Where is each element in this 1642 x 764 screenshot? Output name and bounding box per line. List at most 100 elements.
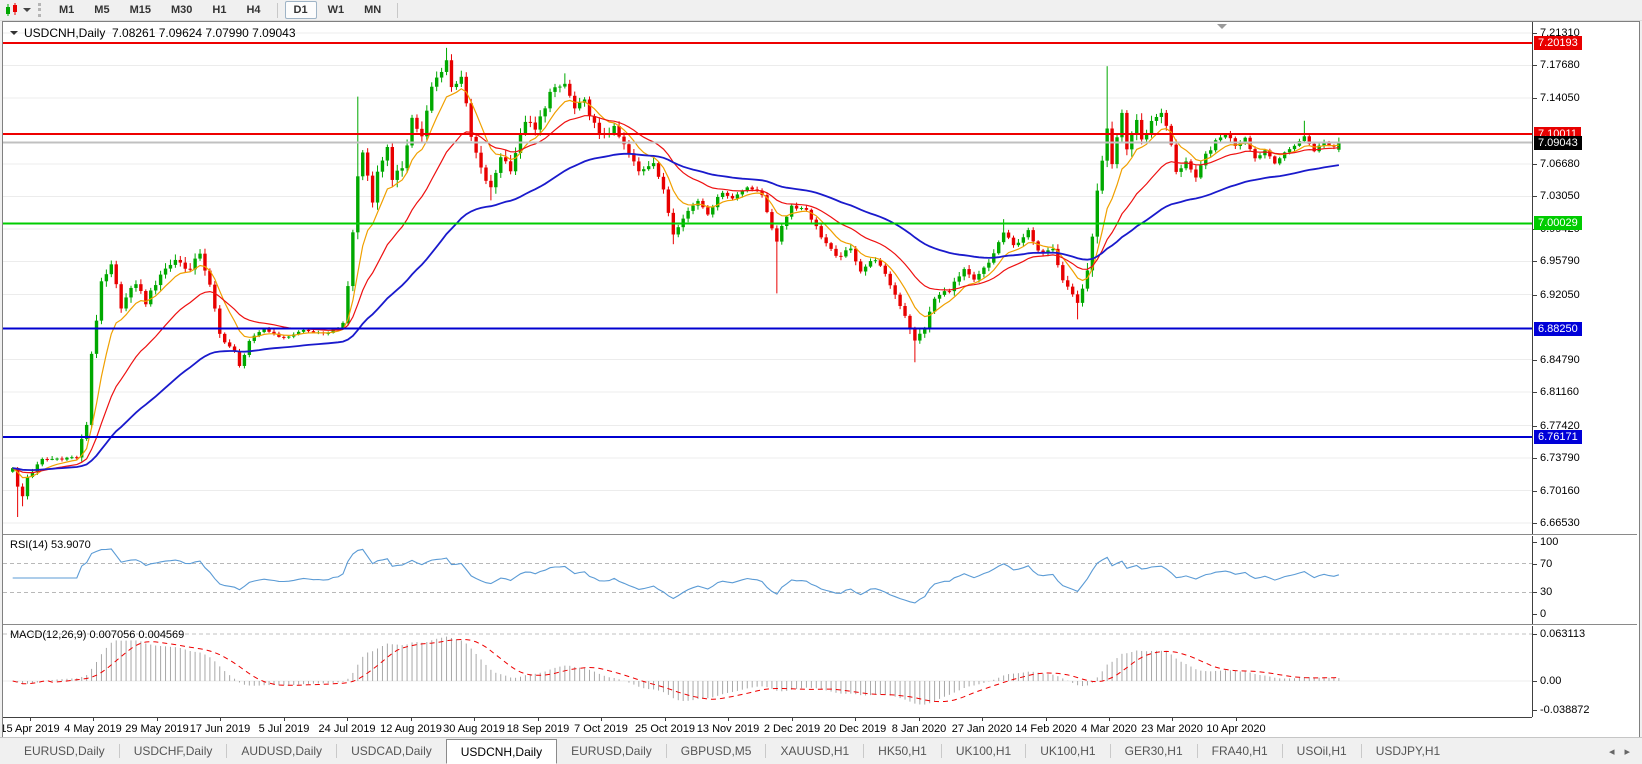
rsi-tick-label: 30: [1531, 586, 1553, 598]
date-label: 17 Jun 2019: [189, 723, 251, 735]
tab-ger30-h1[interactable]: GER30,H1: [1124, 744, 1183, 758]
date-label: 30 Aug 2019: [443, 723, 505, 735]
tab-usoil-h1[interactable]: USOil,H1: [1296, 744, 1347, 758]
time-tick: [855, 718, 856, 721]
tab-fra40-h1[interactable]: FRA40,H1: [1211, 744, 1268, 758]
time-tick: [474, 718, 475, 721]
tab-separator: [665, 744, 667, 758]
tab-uk100-h1[interactable]: UK100,H1: [955, 744, 1012, 758]
tab-eurusd-daily[interactable]: EURUSD,Daily: [571, 744, 652, 758]
tab-separator: [118, 744, 120, 758]
panel-separator[interactable]: [3, 534, 1637, 536]
price-tick-label: 6.92050: [1532, 289, 1580, 301]
macd-panel[interactable]: [3, 626, 1532, 717]
price-tick-label: 6.84790: [1532, 354, 1580, 366]
next-charts-arrow-icon[interactable]: ▸: [1624, 745, 1630, 758]
collapse-arrow-icon[interactable]: [10, 31, 18, 39]
tab-scroll-arrows: ◂ ▸: [1597, 738, 1642, 764]
price-tick-label: 7.17680: [1532, 59, 1580, 71]
candlestick-chart-icon: [6, 3, 17, 16]
timeframe-button-w1[interactable]: W1: [327, 4, 345, 16]
date-label: 8 Jan 2020: [891, 723, 947, 735]
price-level-badge: 6.76171: [1534, 430, 1582, 444]
tab-eurusd-daily[interactable]: EURUSD,Daily: [24, 744, 105, 758]
main-chart-panel[interactable]: [3, 22, 1532, 534]
tab-separator: [940, 744, 942, 758]
time-tick: [601, 718, 602, 721]
tab-separator: [863, 744, 865, 758]
date-label: 14 Feb 2020: [1015, 723, 1077, 735]
panel-separator[interactable]: [3, 624, 1637, 626]
tab-separator: [1281, 744, 1283, 758]
time-tick: [1046, 718, 1047, 721]
prev-charts-arrow-icon[interactable]: ◂: [1608, 745, 1615, 758]
timeframe-button-m5[interactable]: M5: [94, 4, 110, 16]
timeframe-button-m30[interactable]: M30: [170, 4, 193, 16]
date-label: 24 Jul 2019: [318, 723, 376, 735]
tab-usdcad-daily[interactable]: USDCAD,Daily: [351, 744, 432, 758]
chart-window: USDCNH,Daily 7.08261 7.09624 7.07990 7.0…: [2, 21, 1640, 738]
date-label: 12 Aug 2019: [380, 723, 442, 735]
chart-shift-marker-icon[interactable]: [1217, 24, 1227, 34]
chart-title: USDCNH,Daily 7.08261 7.09624 7.07990 7.0…: [10, 26, 296, 40]
date-label: 20 Dec 2019: [823, 723, 887, 735]
price-tick-label: 6.95790: [1532, 255, 1580, 267]
chevron-down-icon[interactable]: [23, 8, 31, 16]
date-label: 18 Sep 2019: [506, 723, 570, 735]
rsi-tick-label: 100: [1531, 536, 1559, 548]
tab-separator: [226, 744, 228, 758]
time-tick: [728, 718, 729, 721]
timeframe-button-h1[interactable]: H1: [212, 4, 227, 16]
timeframe-button-m15[interactable]: M15: [129, 4, 151, 16]
macd-tick-label: -0.038872: [1532, 704, 1590, 716]
tab-usdcnh-daily[interactable]: USDCNH,Daily: [445, 739, 558, 764]
date-label: 25 Oct 2019: [635, 723, 695, 735]
macd-tick-label: 0.00: [1531, 675, 1562, 687]
tab-separator: [336, 744, 338, 758]
date-label: 27 Jan 2020: [951, 723, 1013, 735]
rsi-tick-label: 0: [1531, 608, 1547, 620]
rsi-panel[interactable]: [3, 536, 1532, 624]
date-label: 23 Mar 2020: [1141, 723, 1203, 735]
time-tick: [157, 718, 158, 721]
price-tick-label: 6.70160: [1532, 485, 1580, 497]
timeframe-button-m1[interactable]: M1: [59, 4, 75, 16]
tab-uk100-h1[interactable]: UK100,H1: [1040, 744, 1096, 758]
price-level-badge: 7.09043: [1534, 136, 1582, 150]
tab-separator: [1025, 744, 1027, 758]
time-tick: [919, 718, 920, 721]
price-tick-label: 6.66530: [1532, 517, 1580, 529]
toolbar-grip: [38, 3, 44, 17]
date-label: 4 May 2019: [64, 723, 122, 735]
price-level-badge: 6.88250: [1534, 322, 1582, 336]
chart-tab-bar: EURUSD,Daily USDCHF,Daily AUDUSD,Daily USDC…: [0, 737, 1642, 764]
chart-type-button[interactable]: [0, 3, 36, 17]
rsi-indicator-label: RSI(14) 53.9070: [10, 539, 91, 551]
tab-audusd-daily[interactable]: AUDUSD,Daily: [241, 744, 323, 758]
time-tick: [538, 718, 539, 721]
time-tick: [1172, 718, 1173, 721]
tab-separator: [765, 744, 767, 758]
time-axis: 15 Apr 2019 4 May 2019 29 May 2019 17 Jun 2…: [3, 717, 1532, 737]
tab-usdjpy-h1[interactable]: USDJPY,H1: [1375, 744, 1441, 758]
price-tick-label: 7.06680: [1532, 158, 1580, 170]
tab-gbpusd-m5[interactable]: GBPUSD,M5: [680, 744, 752, 758]
time-tick: [30, 718, 31, 721]
top-toolbar: M1 M5 M15 M30 H1 H4 D1 W1 MN: [0, 0, 1642, 21]
chart-tabs: EURUSD,Daily USDCHF,Daily AUDUSD,Daily USDC…: [0, 738, 1454, 764]
tab-usdchf-daily[interactable]: USDCHF,Daily: [133, 744, 213, 758]
time-tick: [1236, 718, 1237, 721]
date-label: 13 Nov 2019: [696, 723, 760, 735]
price-level-badge: 7.20193: [1534, 36, 1582, 50]
timeframe-button-d1[interactable]: D1: [284, 1, 317, 19]
time-tick: [347, 718, 348, 721]
tab-hk50-h1[interactable]: HK50,H1: [878, 744, 927, 758]
price-level-badge: 7.00029: [1534, 216, 1582, 230]
timeframe-button-mn[interactable]: MN: [364, 4, 382, 16]
time-tick: [411, 718, 412, 721]
time-tick: [982, 718, 983, 721]
tab-separator: [1196, 744, 1198, 758]
timeframe-button-h4[interactable]: H4: [246, 4, 261, 16]
date-label: 15 Apr 2019: [2, 723, 60, 735]
tab-xauusd-h1[interactable]: XAUUSD,H1: [780, 744, 850, 758]
